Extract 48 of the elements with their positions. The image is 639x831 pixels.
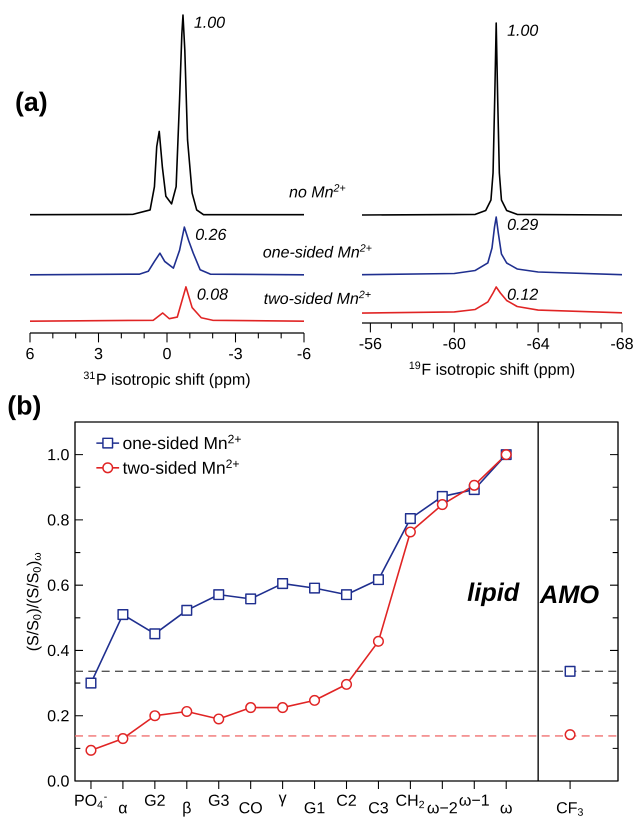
annotation: (a) <box>16 92 46 116</box>
x-tick-label: 6 <box>26 348 34 360</box>
annotation: 0.26 <box>196 228 226 240</box>
x-tick-label: 0 <box>163 348 171 360</box>
x-tick-label: CO <box>239 802 262 814</box>
x-tick-label: -3 <box>229 348 242 360</box>
x-tick-label: C2 <box>337 794 356 806</box>
text: (b) <box>8 395 40 420</box>
y-tick-label: 0.4 <box>48 644 69 656</box>
x-tick-label: CF$_{3}$ <box>556 802 583 816</box>
y-axis-title: (S/S$_{0}$)/(S/S$_{0}$)$_{ω}$ <box>26 552 42 650</box>
x-tick-label: α <box>118 804 128 814</box>
series-label: no Mn$^{2+}$ <box>289 184 346 198</box>
series-label: one-sided Mn$^{2+}$ <box>263 244 372 258</box>
y-tick-label: 0.8 <box>48 514 69 526</box>
y-tick-label: 1.0 <box>48 448 69 460</box>
x-tick-label: β <box>183 802 191 817</box>
x-tick-label: CH$_{2}$ <box>396 794 424 808</box>
x-axis-title: $^{19}$F isotropic shift (ppm) <box>410 362 574 378</box>
legend-label: one-sided Mn$^{2+}$ <box>123 434 241 450</box>
x-tick-label: ω−1 <box>460 794 489 806</box>
legend-label: two-sided Mn$^{2+}$ <box>122 459 239 474</box>
x-tick-label: C3 <box>369 802 388 814</box>
annotation: 1.00 <box>194 16 225 28</box>
annotation: 0.29 <box>508 218 538 230</box>
x-tick-label: -64 <box>527 338 550 350</box>
annotation: AMO <box>539 585 599 604</box>
x-tick-label: G2 <box>144 794 165 806</box>
x-tick-label: -6 <box>298 348 310 360</box>
x-tick-label: -68 <box>611 338 633 350</box>
y-tick-label: 0.2 <box>48 710 69 722</box>
annotation: 0.08 <box>198 288 228 300</box>
x-tick-label: γ <box>278 794 287 806</box>
x-tick-label: ω−2 <box>428 802 457 814</box>
series-label: two-sided Mn$^{2+}$ <box>264 290 371 304</box>
annotation: 0.12 <box>508 288 538 300</box>
x-tick-label: -56 <box>360 338 382 350</box>
x-tick-label: G3 <box>208 794 229 806</box>
y-tick-label: 0.6 <box>48 580 69 591</box>
x-tick-label: -60 <box>443 338 466 350</box>
x-tick-label: ω <box>500 804 512 814</box>
annotation: lipid <box>468 582 520 606</box>
annotation: 1.00 <box>508 24 538 36</box>
x-tick-label: G1 <box>304 802 324 814</box>
x-tick-label: PO$_{4}$- <box>75 794 107 808</box>
x-axis-title: $^{31}$P isotropic shift (ppm) <box>84 372 250 388</box>
y-tick-label: 0.0 <box>48 775 69 787</box>
x-tick-label: 3 <box>94 348 102 360</box>
